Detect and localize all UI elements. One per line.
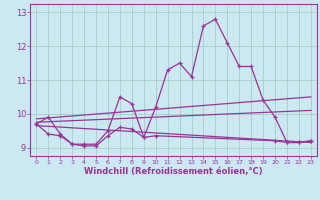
X-axis label: Windchill (Refroidissement éolien,°C): Windchill (Refroidissement éolien,°C) <box>84 167 263 176</box>
